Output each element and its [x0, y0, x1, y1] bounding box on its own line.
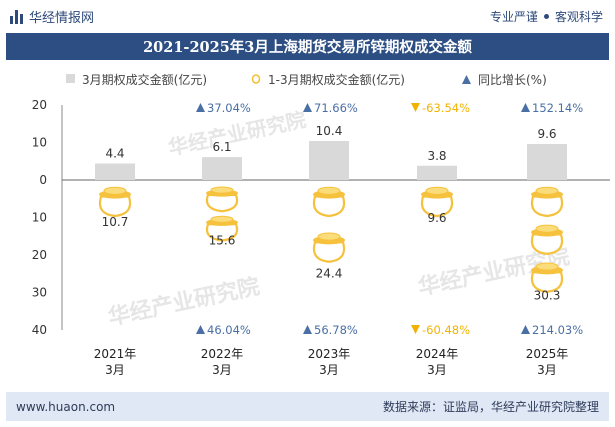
legend-label: 3月期权成交金额(亿元) [82, 72, 207, 87]
pot-icon [205, 186, 239, 213]
bullet-icon [543, 14, 549, 19]
bar-monthly-value-label: 9.6 [537, 127, 556, 141]
growth-up-icon [196, 103, 205, 112]
growth-down-icon [411, 325, 420, 334]
x-tick-label: 3月 [319, 363, 339, 377]
pot-icon [98, 186, 132, 218]
y-tick-label: 10 [32, 136, 47, 150]
legend-swatch-growth [462, 75, 471, 84]
legend-swatch-cumulative [251, 74, 261, 84]
brand: 华经情报网 [10, 7, 94, 26]
tagline: 专业严谨 客观科学 [490, 8, 603, 25]
growth-down-icon [411, 103, 420, 112]
footer-website[interactable]: www.huaon.com [16, 399, 116, 414]
x-tick-label: 3月 [212, 363, 232, 377]
pot-icon [530, 224, 564, 255]
bar-monthly [527, 144, 567, 180]
growth-up-icon [303, 103, 312, 112]
growth-cumulative-label: 46.04% [207, 323, 251, 337]
footer: www.huaon.com 数据来源：证监局，华经产业研究院整理 [6, 392, 609, 421]
chart-title: 2021-2025年3月上海期货交易所锌期权成交金额 [6, 33, 609, 60]
x-tick-label: 2021年 [94, 347, 137, 361]
tagline-left: 专业严谨 [489, 10, 538, 24]
y-tick-label: 20 [32, 248, 47, 262]
growth-monthly-label: -63.54% [422, 101, 470, 115]
x-tick-label: 2022年 [201, 347, 244, 361]
pot-icon [530, 186, 564, 218]
bar-monthly-value-label: 10.4 [316, 124, 343, 138]
y-tick-label: 20 [32, 98, 47, 112]
watermark: 华经产业研究院 [166, 107, 308, 160]
bar-monthly [202, 157, 242, 180]
y-tick-label: 10 [32, 211, 47, 225]
y-tick-label: 30 [32, 286, 47, 300]
x-tick-label: 2025年 [526, 347, 569, 361]
bar-monthly-value-label: 6.1 [212, 140, 231, 154]
growth-up-icon [303, 325, 312, 334]
bar-chart-logo-icon [10, 9, 23, 24]
legend-swatch-monthly [66, 74, 75, 83]
bar-monthly-value-label: 4.4 [105, 147, 124, 161]
pot-icon [420, 186, 454, 218]
x-tick-label: 2024年 [416, 347, 459, 361]
bar-monthly [309, 141, 349, 180]
legend-label: 同比增长(%) [478, 73, 547, 87]
bar-monthly [417, 165, 457, 180]
growth-cumulative-label: 214.03% [532, 323, 583, 337]
growth-up-icon [521, 325, 530, 334]
bar-cumulative-value-label: 24.4 [316, 267, 343, 281]
legend-label: 1-3月期权成交金额(亿元) [268, 72, 405, 87]
bar-cumulative-value-label: 15.6 [209, 234, 236, 248]
pot-icon [312, 186, 346, 218]
y-tick-label: 40 [32, 323, 47, 337]
y-tick-label: 0 [39, 173, 47, 187]
growth-monthly-label: 71.66% [314, 101, 358, 115]
bar-cumulative-value-label: 10.7 [102, 215, 129, 229]
pot-icon [530, 262, 564, 293]
growth-cumulative-label: 56.78% [314, 323, 358, 337]
growth-up-icon [196, 325, 205, 334]
bar-monthly [95, 163, 135, 180]
bar-cumulative-value-label: 9.6 [427, 211, 446, 225]
pot-icon [205, 215, 239, 242]
brand-name: 华经情报网 [29, 11, 95, 26]
pot-icon [312, 232, 346, 263]
top-bar: 华经情报网 专业严谨 客观科学 [0, 0, 615, 33]
x-tick-label: 3月 [105, 363, 125, 377]
growth-monthly-label: 152.14% [532, 101, 583, 115]
growth-cumulative-label: -60.48% [422, 323, 470, 337]
growth-monthly-label: 37.04% [207, 101, 251, 115]
x-tick-label: 3月 [537, 363, 557, 377]
growth-up-icon [521, 103, 530, 112]
tagline-right: 客观科学 [554, 10, 603, 24]
bar-monthly-value-label: 3.8 [427, 149, 446, 163]
x-tick-label: 3月 [427, 363, 447, 377]
x-tick-label: 2023年 [308, 347, 351, 361]
footer-source: 数据来源：证监局，华经产业研究院整理 [382, 400, 599, 414]
bar-cumulative-value-label: 30.3 [534, 289, 561, 303]
